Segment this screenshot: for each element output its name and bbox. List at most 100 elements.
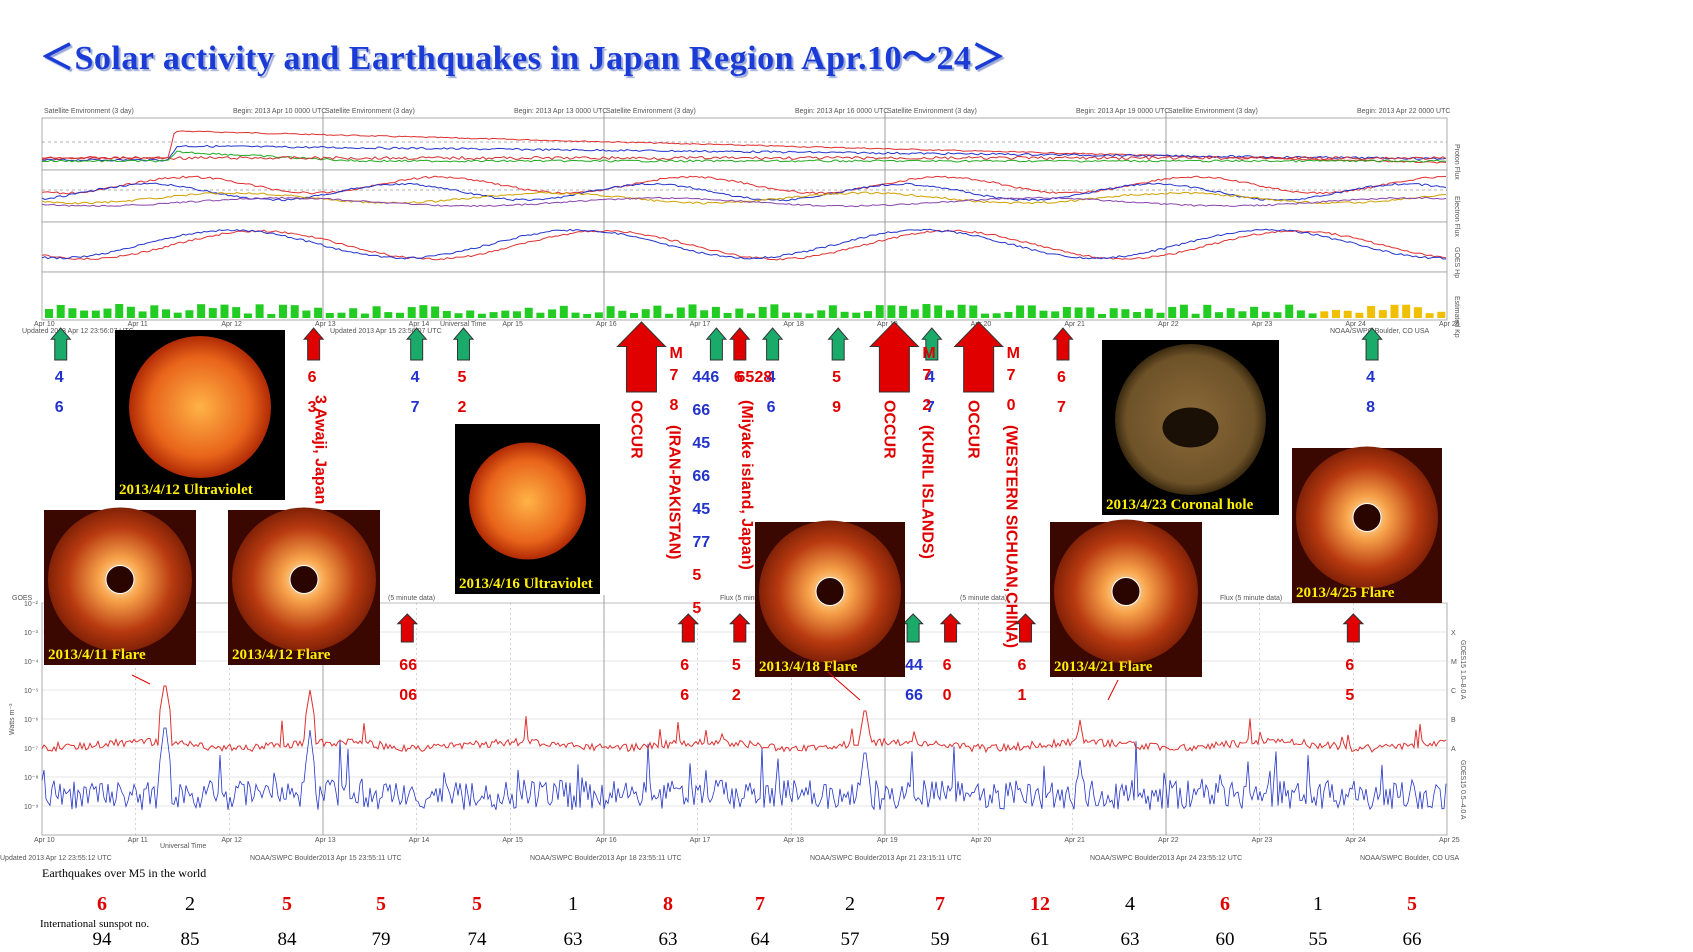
- occulter-disk: [815, 577, 845, 606]
- earthquake-count: 7: [755, 893, 765, 915]
- xray-day-tick: Apr 21: [1064, 837, 1085, 844]
- big-arrow-mag-num: 7: [922, 367, 931, 384]
- kp-bar: [302, 310, 311, 318]
- top-day-tick: Apr 21: [1064, 321, 1085, 328]
- upper-arrow-top: 6: [734, 369, 743, 386]
- kp-bar: [1215, 312, 1223, 318]
- kp-bar: [314, 307, 323, 318]
- column-17-value: 44: [692, 369, 710, 386]
- lower-arrow-top: 6: [680, 657, 689, 674]
- top-header-right: Begin: 2013 Apr 22 0000 UTC: [1357, 108, 1450, 115]
- kp-bar: [80, 310, 89, 318]
- xray-ytick: 10⁻⁴: [24, 659, 39, 666]
- kp-bar: [56, 304, 65, 318]
- xray-updated-2: NOAA/SWPC Boulder2013 Apr 18 23:55:11 UT…: [530, 855, 682, 862]
- kp-bar: [501, 310, 510, 318]
- xray-credit: NOAA/SWPC Boulder, CO USA: [1360, 855, 1460, 862]
- xray-header-left: GOES: [12, 595, 33, 602]
- kp-bar: [1051, 311, 1060, 318]
- upper-arrow-top: 6: [1057, 369, 1066, 386]
- kp-bar: [466, 310, 475, 318]
- kp-bar: [1027, 305, 1036, 318]
- kp-bar: [396, 312, 404, 318]
- xray-class-label: M: [1451, 659, 1457, 666]
- kp-bar: [1074, 307, 1083, 318]
- kp-bar: [1355, 312, 1364, 318]
- sunspot-number: 85: [180, 929, 200, 950]
- kp-bar: [653, 305, 662, 318]
- upper-arrow-bottom: 7: [1057, 399, 1066, 416]
- kp-bar: [688, 304, 697, 318]
- upper-arrow: [705, 327, 728, 361]
- occur-label: OCCUR: [880, 400, 897, 459]
- xray-right-red: GOES15 1.0–8.0 A: [1459, 640, 1466, 700]
- kp-bar: [758, 307, 767, 318]
- earthquake-count: 2: [845, 893, 855, 915]
- sun-disk: [469, 442, 586, 560]
- upper-arrow-top: 4: [767, 369, 776, 386]
- lower-arrow: [1014, 613, 1037, 643]
- upper-arrow-bottom: 9: [832, 399, 841, 416]
- upper-arrow-top: 4: [1366, 369, 1375, 386]
- earthquake-count: 8: [663, 893, 673, 915]
- kp-bar: [910, 309, 919, 318]
- kp-bar: [852, 312, 861, 318]
- top-right-label: Electron Flux: [1453, 196, 1460, 237]
- image-caption: 2013/4/12 Flare: [232, 647, 331, 663]
- earthquake-count: 1: [1313, 893, 1323, 915]
- sunspot-number: 57: [840, 929, 860, 950]
- xray-day-tick: Apr 19: [877, 837, 898, 844]
- occulter-disk: [105, 565, 135, 594]
- earthquake-count: 5: [282, 893, 292, 915]
- big-arrow: [869, 321, 920, 393]
- kp-bar: [1425, 313, 1434, 318]
- kp-bar: [618, 310, 627, 318]
- xray-ytick: 10⁻⁸: [24, 775, 38, 782]
- xray-flux-panel: 10⁻² 10⁻³ 10⁻⁴ 10⁻⁵ 10⁻⁶ 10⁻⁷ 10⁻⁸ 10⁻⁹ X M C B A Apr…: [0, 595, 1466, 862]
- upper-arrow-top: 6: [710, 369, 719, 386]
- kp-bar: [1320, 311, 1329, 318]
- xray-header-mid: Flux (5 minute data): [1220, 595, 1282, 602]
- upper-arrow-bottom: 2: [458, 399, 467, 416]
- big-arrow-num: 0: [1007, 397, 1016, 414]
- xray-day-tick: Apr 15: [502, 837, 523, 844]
- top-row-2: [41, 221, 1448, 273]
- kp-bar: [1367, 306, 1376, 318]
- kp-bar: [899, 305, 908, 318]
- kp-bar: [1016, 305, 1025, 318]
- xray-updated-3: NOAA/SWPC Boulder2013 Apr 21 23:15:11 UT…: [810, 855, 962, 862]
- top-day-tick: Apr 12: [221, 321, 242, 328]
- upper-arrow-top: 6: [308, 369, 317, 386]
- kp-bar: [197, 304, 206, 318]
- kp-bar: [641, 309, 650, 318]
- top-right-label: Estimated Kp: [1453, 296, 1460, 338]
- kp-bar: [477, 313, 486, 318]
- big-arrow-mag: M: [922, 345, 935, 362]
- satellite-environment-panel: Satellite Environment (3 day) Begin: 2013…: [22, 108, 1460, 338]
- xray-header-mid: Flux (5 minute data): [720, 595, 782, 602]
- lower-arrow-bottom: 5: [1345, 687, 1354, 704]
- upper-arrow-top: 5: [832, 369, 841, 386]
- earthquake-count: 1: [568, 893, 578, 915]
- kp-bar: [1402, 304, 1411, 318]
- kp-bar: [290, 305, 299, 318]
- top-day-tick: Apr 14: [409, 321, 430, 328]
- lower-arrow-bottom: 1: [1018, 687, 1027, 704]
- upper-arrow: [50, 327, 72, 361]
- upper-arrow: [729, 327, 751, 361]
- lower-arrow: [939, 613, 962, 643]
- kp-bar: [817, 310, 826, 318]
- kp-bar: [267, 313, 276, 318]
- earthquake-row-label: Earthquakes over M5 in the world: [42, 866, 207, 880]
- kp-bar: [1390, 304, 1399, 318]
- kp-bar: [115, 304, 124, 318]
- kp-bar: [162, 309, 170, 318]
- upper-arrow-bottom: 7: [926, 399, 935, 416]
- kp-bar: [126, 306, 135, 318]
- big-arrow-place: (KURIL ISLANDS): [918, 425, 935, 559]
- earthquake-count: 12: [1030, 893, 1050, 915]
- image-caption: 2013/4/18 Flare: [759, 659, 858, 675]
- sun-disk: [129, 336, 271, 478]
- xray-updated-0: Updated 2013 Apr 12 23:55:12 UTC: [0, 855, 112, 862]
- occulter-disk: [289, 565, 319, 594]
